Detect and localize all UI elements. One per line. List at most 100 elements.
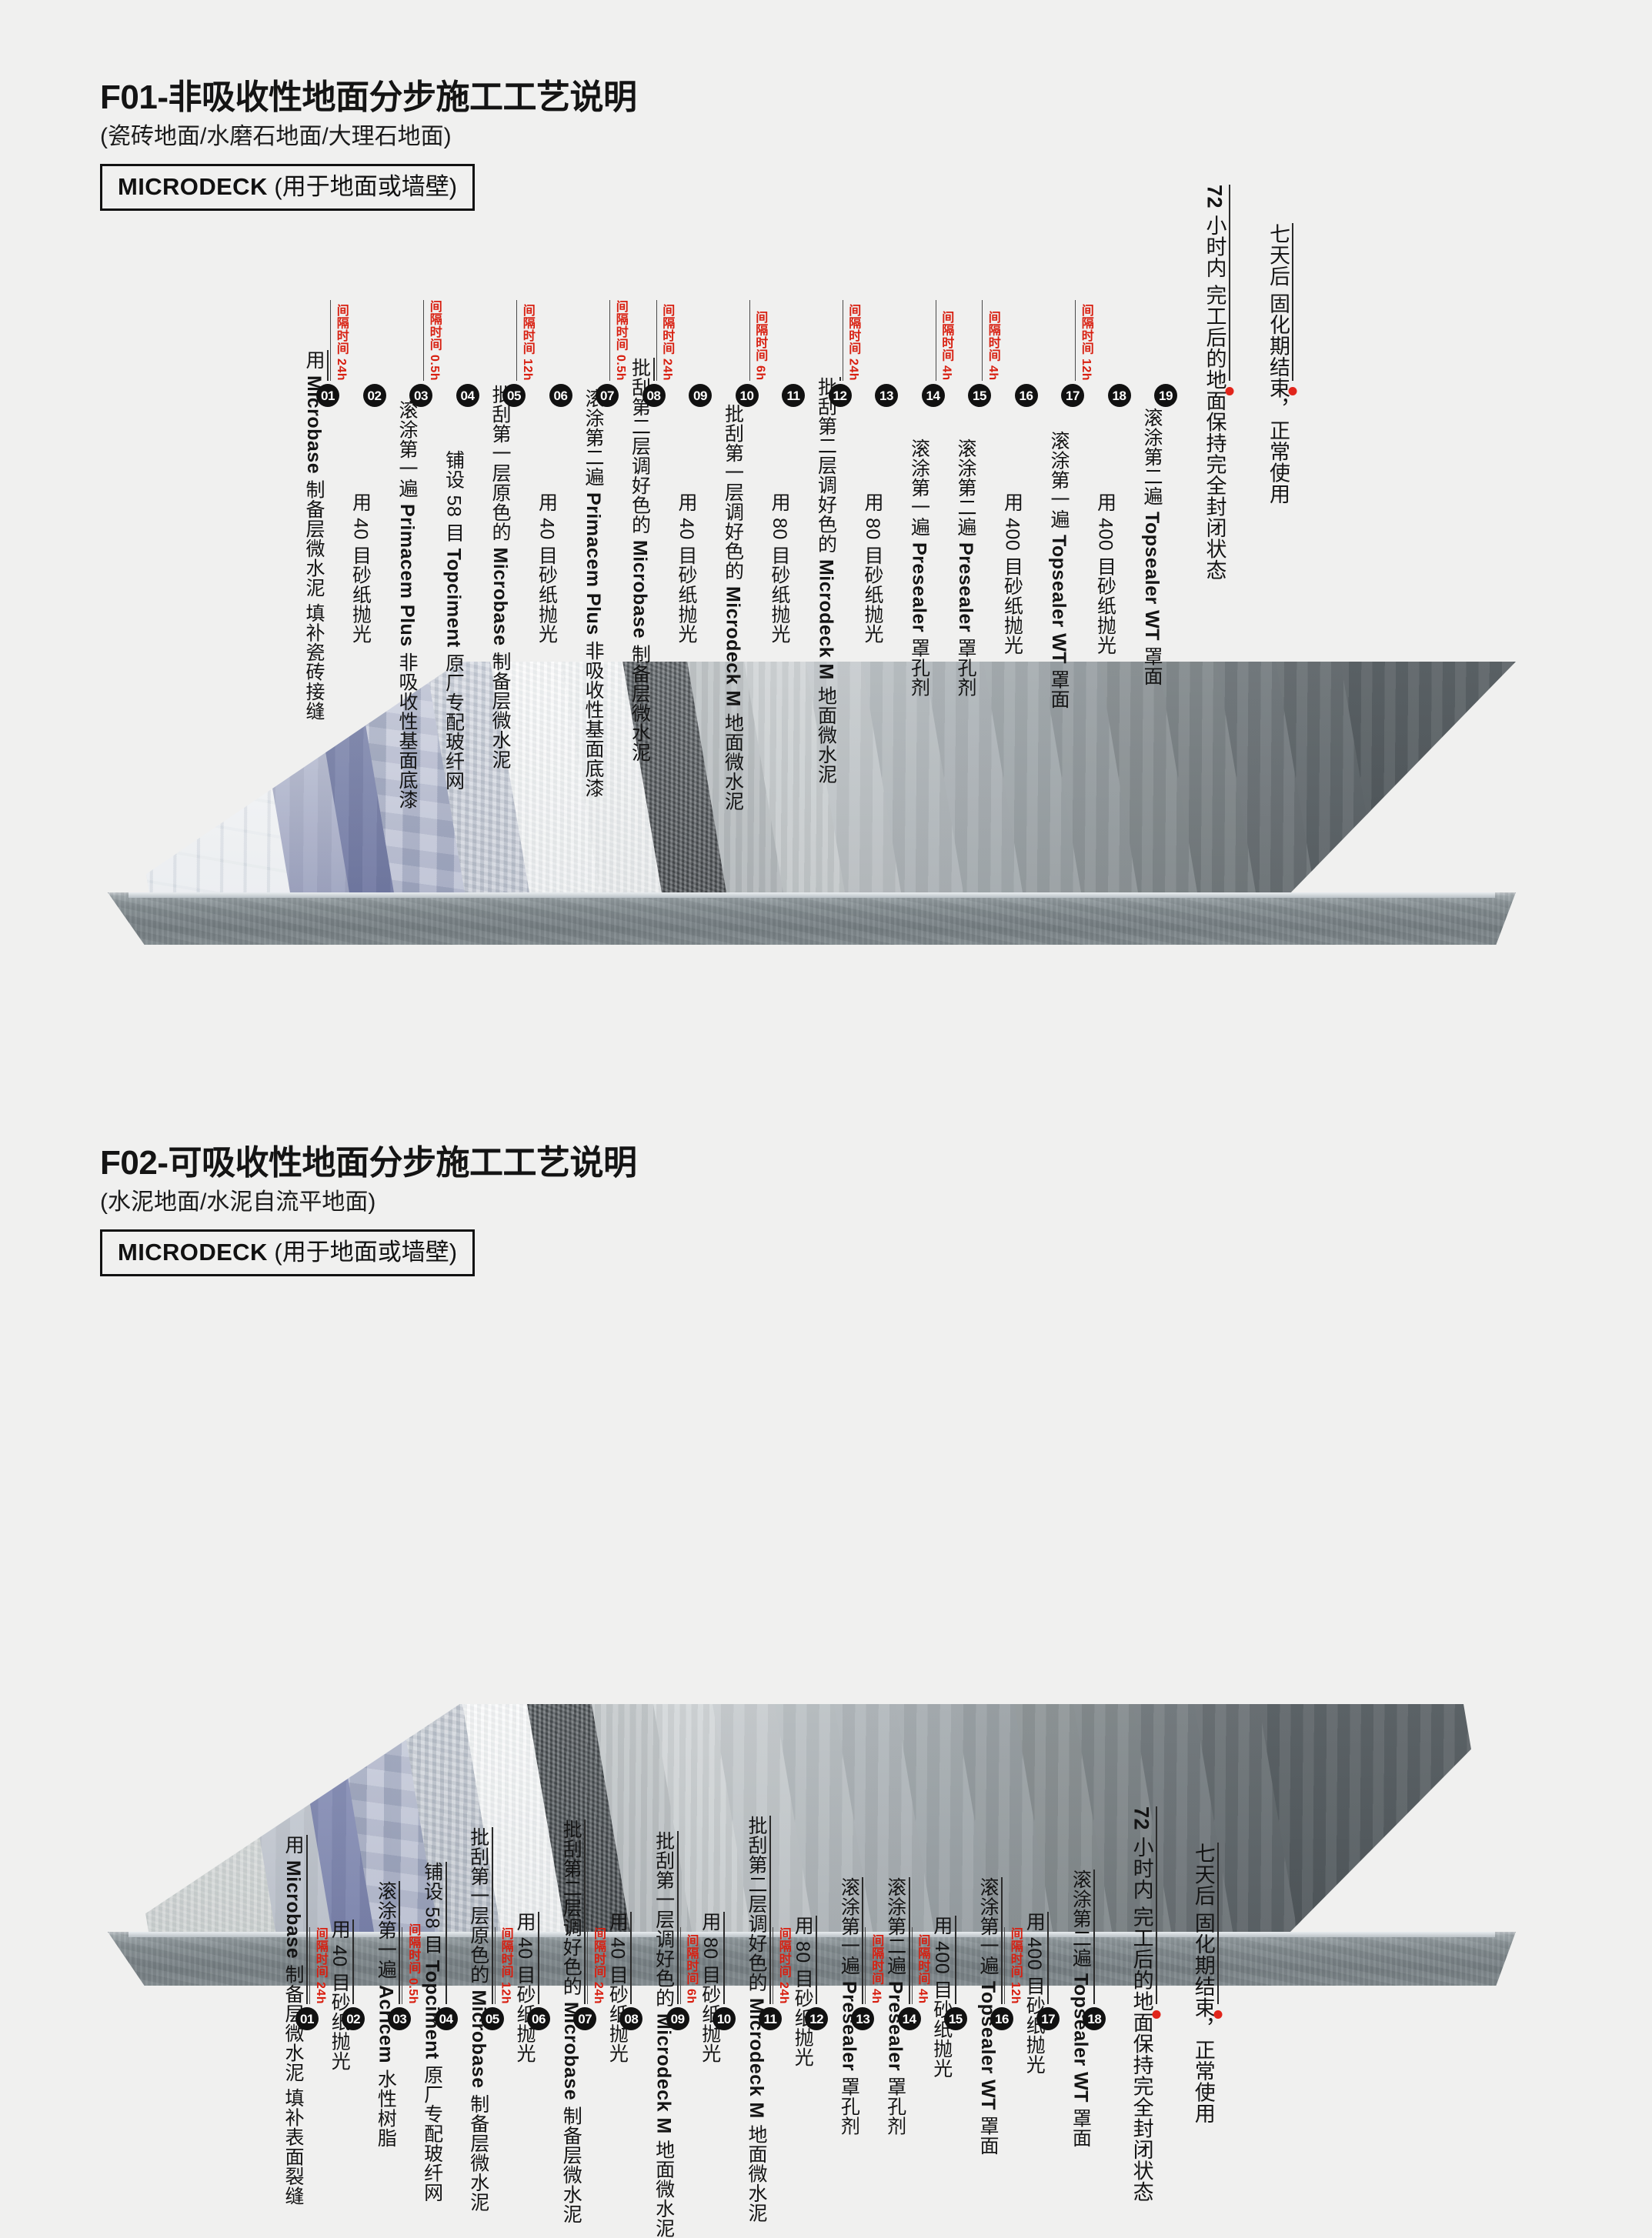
interval-tick (982, 300, 983, 381)
red-dot-marker (1288, 387, 1297, 395)
step-label: 批刮第二层调好色的 Microdeck M 地面微水泥 (746, 1816, 767, 2223)
step-label: 批刮第一层调好色的 Microdeck M 地面微水泥 (722, 404, 744, 811)
interval-time-note: 间隔时间 4h (935, 300, 1005, 381)
step-label: 滚涂第二遍 Presealer 罩孔剂 (884, 1877, 906, 2136)
step-label: 滚涂第二遍 Primacem Plus 非吸收性基面底漆 (582, 389, 604, 798)
interval-time-label: 间隔时间 12h (1079, 303, 1093, 381)
slab-stage-band-19 (1257, 1704, 1507, 1939)
leader-line (723, 1912, 725, 2004)
step-number-badge: 03 (388, 2007, 412, 2030)
step-label: 滚涂第二遍 Presealer 罩孔剂 (955, 439, 976, 697)
leader-line (1093, 1869, 1096, 2004)
f02-floor-slab-illustration (108, 1704, 1516, 1986)
slab-stage-band-1 (108, 1704, 284, 1939)
leader-line (584, 1819, 586, 2004)
completion-note-label: 72 小时内 完工后的地面保持完全封闭状态 (1203, 185, 1226, 581)
leader-line (1155, 1806, 1157, 2004)
slab-top-face (108, 1704, 1516, 1939)
f01-heading-block: F01-非吸收性地面分步施工工艺说明 (瓷砖地面/水磨石地面/大理石地面) MI… (100, 78, 637, 211)
step-number-badge: 18 (1107, 384, 1131, 407)
interval-tick (679, 1927, 681, 2004)
interval-tick (656, 300, 657, 381)
leader-line (769, 1816, 771, 2004)
interval-time-note: 间隔时间 0.5h (609, 300, 679, 381)
leader-line (954, 1916, 956, 2004)
red-dot-marker (1213, 2010, 1223, 2019)
interval-time-note: 间隔时间 12h (1075, 300, 1144, 381)
interval-time-label: 间隔时间 6h (753, 311, 767, 381)
step-number-badge: 06 (527, 2007, 550, 2030)
step-number-badge: 01 (316, 384, 339, 407)
step-label: 滚涂第一遍 Presealer 罩孔剂 (908, 439, 930, 697)
step-label: 铺设 58 目 Topciment 原厂专配玻纤网 (421, 1862, 443, 2203)
red-dot-marker (1225, 387, 1233, 395)
leader-line (445, 1862, 447, 2004)
f02-title: F02-可吸收性地面分步施工工艺说明 (100, 1144, 637, 1182)
leader-line (1216, 1843, 1219, 2004)
step-number-badge: 01 (295, 2007, 319, 2030)
step-number-badge: 06 (549, 384, 572, 407)
interval-time-label: 间隔时间 0.5h (406, 1923, 420, 2004)
interval-tick (911, 1927, 913, 2004)
step-label: 用 400 目砂纸抛光 (930, 1916, 953, 2079)
f02-heading-block: F02-可吸收性地面分步施工工艺说明 (水泥地面/水泥自流平地面) MICROD… (100, 1144, 637, 1276)
step-number-badge: 16 (1014, 384, 1038, 407)
interval-time-note: 间隔时间 4h (982, 300, 1051, 381)
f01-title: F01-非吸收性地面分步施工工艺说明 (100, 78, 637, 116)
step-number-badge: 03 (409, 384, 432, 407)
step-label: 用 80 目砂纸抛光 (769, 492, 790, 644)
interval-time-note: 间隔时间 6h (749, 300, 819, 381)
interval-time-label: 间隔时间 24h (334, 303, 348, 381)
step-label: 用 80 目砂纸抛光 (792, 1916, 814, 2067)
slab-edge-grain (108, 1932, 1516, 1986)
step-label: 用 80 目砂纸抛光 (862, 492, 883, 644)
leader-line (816, 1916, 818, 2004)
interval-time-label: 间隔时间 12h (1008, 1926, 1022, 2004)
leader-line (491, 1827, 493, 2004)
f01-floor-slab-illustration (108, 662, 1516, 945)
step-number-badge: 08 (619, 2007, 643, 2030)
leader-line (630, 1912, 632, 2004)
band-texture (108, 1704, 284, 1939)
step-number-badge: 17 (1061, 384, 1084, 407)
step-label: 滚涂第一遍 Topsealer WT 罩面 (977, 1877, 999, 2156)
leader-line (327, 350, 329, 381)
step-number-badge: 17 (1036, 2007, 1060, 2030)
interval-time-label: 间隔时间 12h (499, 1926, 512, 2004)
step-number-badge: 07 (573, 2007, 597, 2030)
interval-time-note: 间隔时间 0.5h (402, 1923, 471, 2004)
step-label: 用 80 目砂纸抛光 (699, 1912, 721, 2063)
step-number-badge: 02 (342, 2007, 365, 2030)
leader-line (862, 1877, 864, 2004)
step-label: 用 400 目砂纸抛光 (1094, 492, 1116, 655)
leader-line (1292, 223, 1293, 381)
leader-line (399, 1881, 401, 2004)
interval-time-note: 间隔时间 12h (1004, 1927, 1073, 2004)
f02-brand-name: MICRODECK (118, 1239, 268, 1266)
band-texture (108, 662, 299, 900)
interval-time-note: 间隔时间 12h (516, 300, 586, 381)
step-number-badge: 15 (943, 2007, 967, 2030)
band-texture (1338, 662, 1516, 900)
interval-tick (494, 1927, 496, 2004)
slab-edge-grain (108, 892, 1516, 945)
step-label: 用 40 目砂纸抛光 (514, 1912, 536, 2063)
step-number-badge: 13 (875, 384, 898, 407)
step-number-badge: 04 (434, 2007, 458, 2030)
f01-brand-name: MICRODECK (118, 173, 268, 200)
interval-tick (609, 300, 610, 381)
step-number-badge: 11 (759, 2007, 782, 2030)
step-number-badge: 18 (1083, 2007, 1106, 2030)
step-label: 滚涂第二遍 Topsealer WT 罩面 (1070, 1869, 1092, 2148)
step-label: 滚涂第一遍 Topsealer WT 罩面 (1048, 431, 1070, 709)
interval-time-note: 间隔时间 24h (330, 300, 399, 381)
step-label: 用 40 目砂纸抛光 (349, 492, 372, 644)
f01-brand-note: (用于地面或墙壁) (274, 173, 458, 200)
interval-time-note: 间隔时间 24h (309, 1927, 379, 2004)
leader-line (908, 1877, 910, 2004)
step-label: 用 40 目砂纸抛光 (676, 492, 697, 644)
interval-tick (309, 1927, 310, 2004)
f02-brand-note: (用于地面或墙壁) (274, 1239, 458, 1266)
interval-tick (1004, 1927, 1005, 2004)
interval-tick (423, 300, 424, 381)
